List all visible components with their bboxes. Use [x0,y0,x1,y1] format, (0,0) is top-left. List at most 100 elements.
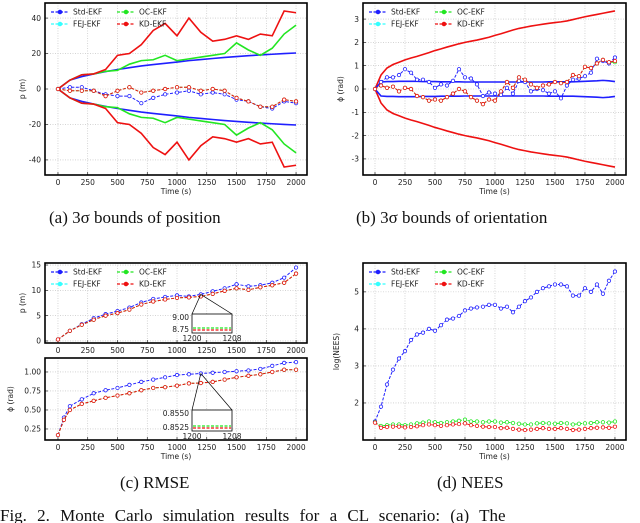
y-tick-label: 4 [354,325,359,334]
point-kd-ekf [534,85,540,90]
point-std-ekf [115,385,120,391]
point-kd-ekf [258,372,263,377]
point-kd-ekf [103,313,108,318]
point-kd-ekf [384,424,390,430]
point-kd-ekf [462,89,468,94]
legend-label: FEJ-EKF [391,280,419,289]
point-oc-ekf [498,420,504,425]
x-axis-label: Time (s) [478,187,510,196]
y-axis-label: ϕ (rad) [336,76,345,102]
point-oc-ekf [606,420,612,425]
point-kd-ekf [186,295,192,300]
point-kd-ekf [67,328,72,333]
point-std-ekf [258,366,263,372]
point-kd-ekf [163,86,168,92]
legend-label: OC-EKF [457,268,485,277]
point-std-ekf [390,75,396,80]
point-std-ekf [612,55,618,60]
point-kd-ekf [91,398,96,403]
x-tick-label: 2000 [287,443,306,452]
caption-b: (b) 3σ bounds of orientation [356,208,548,227]
plot-area [55,265,299,342]
point-kd-ekf [600,425,606,430]
point-std-ekf [450,78,456,83]
point-std-ekf [163,375,168,380]
point-kd-ekf [186,381,192,386]
point-std-ekf [582,74,588,79]
point-kd-ekf [498,89,504,94]
x-tick-label: 1000 [167,443,186,452]
point-kd-ekf [174,295,180,301]
point-kd-ekf [55,86,61,92]
point-std-ekf [151,95,156,100]
point-kd-ekf [474,98,480,103]
x-tick-label: 1750 [257,178,276,187]
point-oc-ekf [474,419,480,424]
point-std-ekf [79,85,84,90]
point-std-ekf [115,93,120,99]
y-axis-label: log(NEES) [332,333,341,370]
x-tick-label: 1500 [227,443,246,452]
plot-frame [44,357,308,441]
point-oc-ekf [510,420,516,426]
point-kd-ekf [91,88,96,93]
chart-a: 0 250 500 750 1000 1250 1500 1750 2000 -40 -20 0 20 4… [18,2,308,196]
point-std-ekf [139,379,144,384]
point-std-ekf [396,72,402,78]
legend-item-std-ekf: Std-EKF [51,8,102,17]
legend-label: Std-EKF [73,268,102,277]
legend-item-fej-ekf: FEJ-EKF [369,280,419,289]
point-std-ekf [163,92,168,97]
point-std-ekf [522,299,528,304]
x-tick-label: 1250 [197,443,216,452]
point-std-ekf [420,330,426,335]
point-oc-ekf [576,421,582,426]
legend: Std-EKF OC-EKF FEJ-EKF KD-EKF [369,8,485,29]
point-std-ekf [234,282,239,287]
chart-d: 0 250 500 750 1000 1250 1500 1750 2000 2 3 4 5 Time (… [332,262,627,461]
point-kd-ekf [151,385,156,391]
y-tick-label: 15 [31,261,41,270]
point-std-ekf [528,89,534,94]
legend-item-kd-ekf: KD-EKF [435,20,484,29]
point-kd-ekf [55,432,61,438]
point-std-ekf [414,77,420,82]
y-tick-label: -20 [29,120,41,129]
y-tick-label: 20 [31,49,41,58]
point-kd-ekf [432,97,438,102]
point-oc-ekf [504,420,510,425]
point-kd-ekf [163,385,168,390]
point-std-ekf [516,78,522,83]
x-axis-label: Time (s) [160,187,192,196]
point-kd-ekf [79,401,84,407]
point-std-ekf [414,332,420,337]
point-kd-ekf [570,427,576,433]
point-kd-ekf [438,98,444,103]
x-tick-label: 750 [140,346,155,355]
point-kd-ekf [426,422,432,427]
point-std-ekf [552,282,558,287]
plot-frame [362,262,627,441]
point-kd-ekf [444,423,450,428]
x-tick-label: 2000 [287,346,306,355]
inset-x-tick-label: 1200 [182,432,201,441]
plot-area [372,10,618,168]
point-std-ekf [510,310,516,315]
point-oc-ekf [612,419,618,424]
x-axis-label: Time (s) [478,452,510,461]
x-tick-label: 0 [56,443,61,452]
legend-label: OC-EKF [139,8,167,17]
point-std-ekf [570,293,576,298]
point-std-ekf [582,286,588,291]
point-kd-ekf [402,85,408,90]
point-kd-ekf [612,424,618,429]
point-kd-ekf [61,417,67,422]
point-kd-ekf [246,287,251,292]
point-oc-ekf [462,417,468,422]
point-kd-ekf [588,65,594,71]
point-std-ekf [438,82,444,87]
y-tick-label: 1 [354,61,359,70]
plot-frame [362,2,627,176]
x-tick-label: 1000 [485,443,504,452]
